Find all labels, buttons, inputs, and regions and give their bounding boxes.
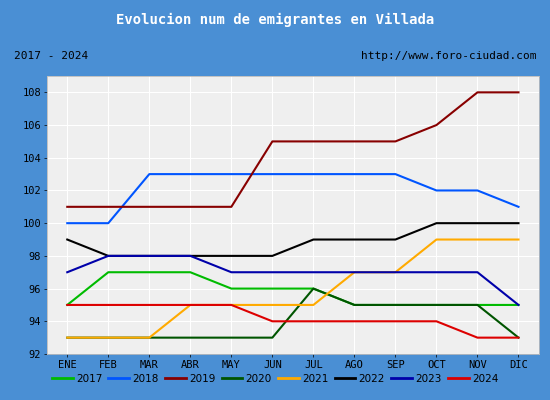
- Text: http://www.foro-ciudad.com: http://www.foro-ciudad.com: [361, 51, 536, 61]
- Text: Evolucion num de emigrantes en Villada: Evolucion num de emigrantes en Villada: [116, 13, 434, 27]
- Text: 2017 - 2024: 2017 - 2024: [14, 51, 88, 61]
- Legend: 2017, 2018, 2019, 2020, 2021, 2022, 2023, 2024: 2017, 2018, 2019, 2020, 2021, 2022, 2023…: [48, 370, 502, 388]
